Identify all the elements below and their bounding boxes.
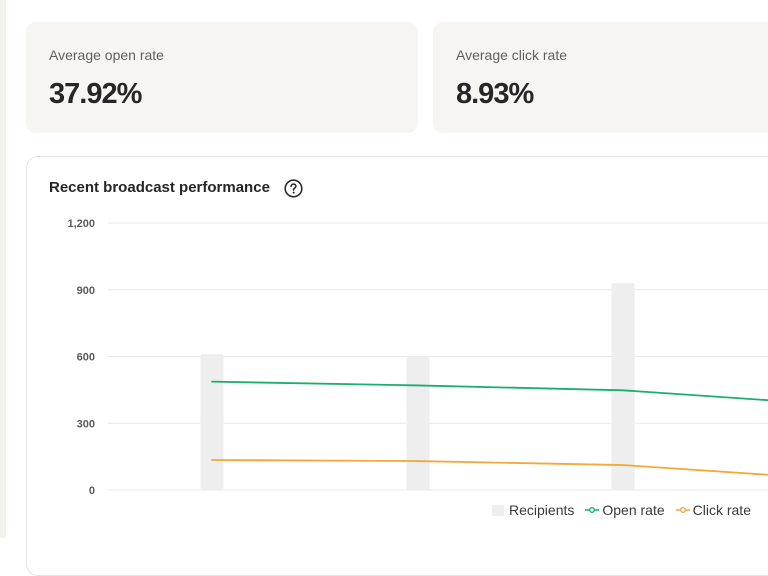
legend-item-open-rate[interactable]: Open rate [585, 502, 665, 518]
click-rate-label: Average click rate [456, 47, 568, 63]
open-rate-card: Average open rate 37.92% [26, 22, 418, 133]
legend-label-recipients: Recipients [509, 502, 575, 518]
question-circle-icon[interactable] [284, 179, 303, 198]
y-tick-label: 900 [77, 285, 95, 297]
y-tick-label: 600 [77, 352, 95, 364]
y-tick-label: 300 [77, 418, 95, 430]
legend-label-click-rate: Click rate [692, 502, 751, 518]
recipients-bar [406, 356, 430, 490]
chart-card [26, 156, 768, 576]
legend-swatch-open-rate [585, 507, 600, 513]
y-tick-label: 1,200 [67, 218, 95, 230]
legend-swatch-click-rate [675, 507, 690, 513]
open-rate-line [211, 380, 768, 402]
recipients-bar [200, 354, 224, 490]
y-tick-label: 0 [89, 485, 95, 497]
legend-label-open-rate: Open rate [602, 502, 665, 518]
recipients-bar [611, 283, 635, 490]
legend-item-click-rate[interactable]: Click rate [675, 502, 751, 518]
chart-plot: 0 300 600 900 1,200 [67, 218, 768, 497]
open-rate-value: 37.92% [49, 78, 142, 110]
open-rate-label: Average open rate [49, 47, 164, 63]
sidebar-edge [0, 0, 6, 538]
click-rate-card: Average click rate 8.93% [433, 22, 768, 133]
click-rate-value: 8.93% [456, 78, 534, 110]
legend-item-recipients[interactable]: Recipients [492, 502, 574, 518]
click-rate-line [211, 459, 768, 476]
chart-title: Recent broadcast performance [49, 179, 270, 196]
chart-legend: Recipients Open rate Click rate [492, 501, 751, 519]
legend-swatch-recipients [492, 504, 504, 516]
